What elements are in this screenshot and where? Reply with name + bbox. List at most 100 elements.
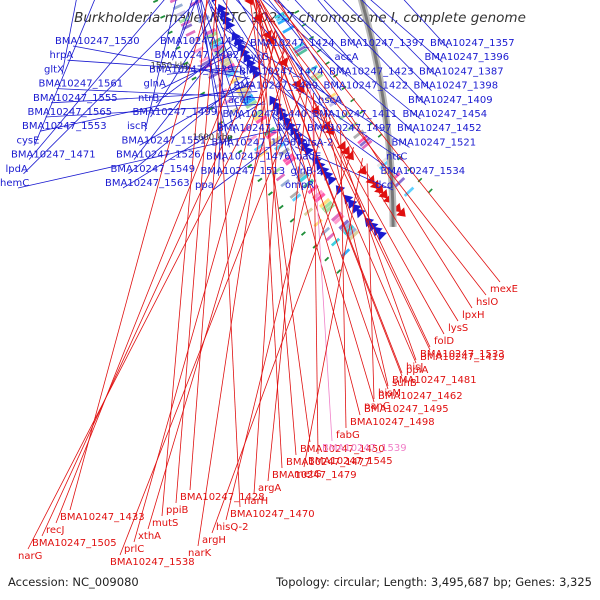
reverse-gene-arrow	[369, 179, 380, 190]
outer-feature-block	[180, 20, 191, 27]
marker-block	[227, 135, 233, 140]
marker-block	[341, 85, 347, 91]
reverse-gene-arrow	[278, 57, 288, 67]
inner-feature-block	[306, 65, 318, 74]
reverse-leader-line	[255, 0, 403, 374]
inner-feature-block	[359, 137, 371, 147]
reverse-gene-label: hisM	[378, 388, 401, 399]
forward-gene-arrow	[377, 231, 387, 241]
marker-block	[247, 163, 253, 169]
forward-leader-line	[128, 75, 249, 175]
reverse-gene-label: fabG	[336, 430, 360, 441]
reverse-gene-label: lpxH	[462, 310, 485, 321]
reverse-gene-label: folD	[434, 336, 454, 347]
forward-leader-line	[294, 146, 394, 191]
reverse-gene-label: argH	[202, 535, 226, 546]
forward-gene-arrow	[272, 101, 282, 111]
scale-label: 1600 kbp	[193, 133, 233, 143]
forward-gene-label: BMA10247_1357	[430, 38, 515, 49]
forward-gene-label: accA	[335, 52, 359, 63]
forward-leader-line	[155, 46, 232, 104]
reverse-gene-label: mutS	[152, 518, 178, 529]
reverse-gene-arrow	[374, 184, 384, 194]
marker-block	[300, 231, 306, 236]
forward-leader-line	[212, 134, 287, 191]
forward-gene-arrow	[243, 53, 253, 64]
reverse-gene-label: hslO	[476, 297, 498, 308]
forward-leader-line	[56, 88, 262, 99]
forward-gene-label: BMA10247_1423	[329, 66, 414, 77]
scale-label-group: 1300 kbp1350 kbp1400 kbp1450 kbp1500 kbp…	[150, 62, 233, 144]
reverse-leader-line	[69, 0, 209, 511]
forward-gene-label: BMA10247_1526	[116, 150, 201, 161]
forward-leader-line	[208, 0, 252, 91]
forward-gene-arrow	[234, 37, 244, 47]
outer-feature-block	[200, 59, 211, 67]
forward-gene-label: hrpA	[50, 50, 74, 61]
forward-gene-label: BMA10247_1476	[206, 152, 291, 163]
reverse-gene-label: BMA10247_1428	[180, 492, 265, 503]
forward-gene-label: otsA-2	[302, 137, 334, 148]
forward-gene-arrow	[283, 116, 293, 127]
reverse-leader-line	[27, 48, 286, 550]
forward-gene-label: BMA10247_1549	[111, 164, 196, 175]
forward-gene-arrow	[335, 185, 346, 195]
forward-gene-label: nadE	[296, 152, 321, 163]
forward-leader-line	[67, 59, 246, 73]
reverse-leader-line	[253, 45, 284, 495]
reverse-gene-label: BMA10247_1505	[32, 538, 117, 549]
forward-leader-line	[195, 0, 230, 148]
reverse-gene-label: narK	[188, 548, 212, 559]
forward-leader-line	[294, 0, 353, 63]
inner-feature-block	[328, 97, 341, 108]
forward-gene-label: BMA10247_1497	[307, 123, 392, 134]
marker-block	[287, 0, 289, 1]
reverse-gene-arrow	[244, 0, 254, 6]
forward-gene-arrow	[327, 175, 338, 186]
reverse-gene-label: ppiA	[406, 365, 428, 376]
forward-gene-label: BMA10247_1565	[28, 107, 113, 118]
forward-gene-arrow	[269, 95, 279, 106]
reverse-gene-label: mexE	[490, 284, 518, 295]
reverse-leader-line	[175, 0, 217, 504]
forward-leader-line	[256, 0, 331, 120]
forward-gene-label: BMA10247_1454	[403, 109, 488, 120]
forward-leader-line	[277, 0, 348, 77]
forward-gene-label: glnA	[144, 79, 166, 90]
outer-feature-block	[193, 46, 205, 54]
outer-feature-block	[303, 207, 314, 217]
forward-gene-label: BMA10247_1474	[239, 66, 324, 77]
forward-leader-line	[177, 0, 197, 47]
outer-feature-block	[224, 65, 237, 75]
reverse-gene-label: BMA10247_1419	[420, 352, 505, 363]
forward-gene-label: BMA10247_1452	[397, 123, 482, 134]
forward-gene-label: BMA10247_1472	[160, 36, 245, 47]
reverse-gene-label: suhB	[392, 378, 417, 389]
inner-feature-block	[275, 13, 288, 22]
label-leader-group	[17, 0, 501, 556]
reverse-gene-label: lysS	[448, 323, 468, 334]
outer-feature-block	[223, 97, 234, 105]
forward-gene-label: BMA10247_1456	[212, 137, 297, 148]
reverse-gene-label: panC	[364, 401, 390, 412]
reverse-gene-label: xthA	[138, 531, 161, 542]
forward-gene-arrow	[290, 126, 300, 137]
forward-gene-label: BMA10247_1417	[217, 123, 302, 134]
inner-feature-block	[311, 73, 324, 83]
forward-gene-label: BMA10247_1469	[234, 81, 319, 92]
forward-leader-line	[211, 0, 258, 77]
forward-leader-line	[210, 6, 326, 134]
forward-gene-arrow	[217, 3, 227, 14]
reverse-leader-line	[303, 158, 363, 468]
forward-leader-line	[277, 122, 309, 176]
forward-gene-label: BMA10247_1422	[324, 81, 409, 92]
forward-gene-label: BMA10247_1471	[11, 150, 96, 161]
forward-gene-label: BMA10247_1397	[340, 38, 425, 49]
inner-feature-block	[361, 139, 373, 150]
marker-block	[191, 76, 197, 81]
outer-feature-block	[169, 0, 179, 4]
forward-leader-line	[273, 116, 315, 162]
forward-leader-line	[237, 0, 269, 49]
inner-feature-block	[338, 111, 350, 121]
